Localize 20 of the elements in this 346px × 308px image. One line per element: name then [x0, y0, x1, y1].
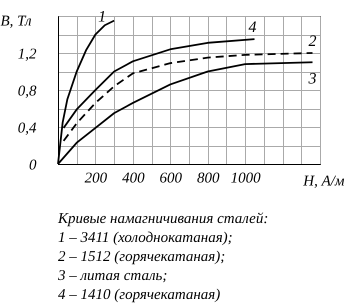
x-tick-label: 200 [84, 170, 108, 186]
text: 3 – литая сталь; [58, 267, 168, 286]
text: 2 – 1512 (горячекатаная); [58, 248, 226, 267]
x-axis-title: H, А/м [302, 174, 345, 190]
x-tick-label: 800 [196, 170, 220, 186]
x-tick-label: 1000 [230, 170, 262, 186]
y-tick-label: 1,2 [18, 46, 37, 62]
series-label: 2 [308, 33, 317, 50]
y-tick-label: 0,8 [18, 84, 37, 100]
text: 4 – 1410 (горячекатаная) [58, 286, 222, 305]
y-tick-label: 0 [29, 158, 37, 174]
y-tick-label: 0,4 [18, 120, 37, 136]
x-tick-label: 400 [122, 170, 146, 186]
text: Кривые намагничивания сталей: [58, 210, 270, 229]
series-label: 1 [98, 8, 106, 26]
y-axis-title: B, Тл [0, 14, 32, 30]
text: 1 – 3411 (холоднокатаная); [58, 229, 234, 248]
series-label: 4 [248, 19, 256, 36]
series-label: 3 [308, 70, 317, 88]
x-tick-label: 600 [160, 170, 183, 186]
